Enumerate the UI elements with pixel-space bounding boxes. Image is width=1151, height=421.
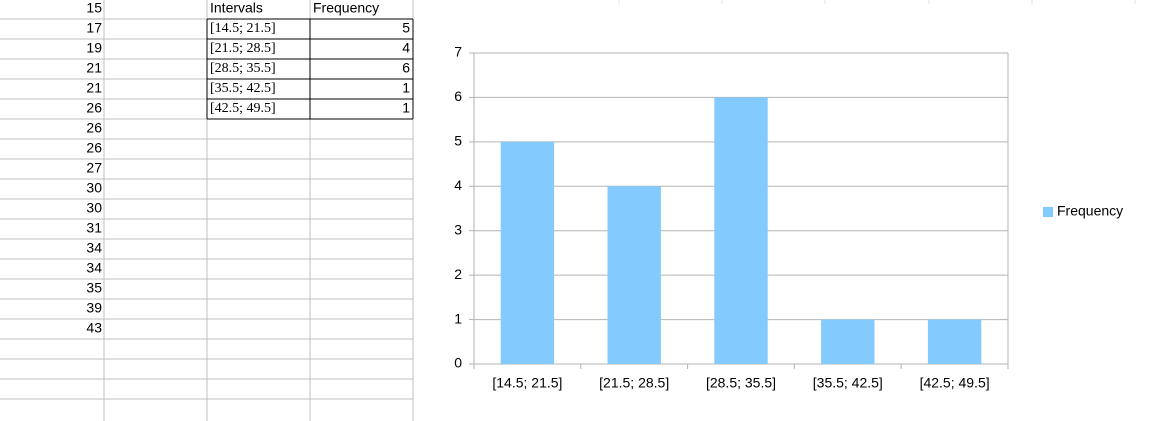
header-cell: Intervals bbox=[210, 0, 263, 16]
cell: 34 bbox=[86, 260, 102, 276]
legend-swatch bbox=[1043, 207, 1053, 217]
bar bbox=[607, 186, 661, 364]
bar bbox=[821, 319, 875, 364]
cell: 6 bbox=[402, 60, 410, 76]
cell: [14.5; 21.5] bbox=[210, 21, 276, 36]
y-tick-label: 1 bbox=[454, 310, 462, 326]
y-tick-label: 4 bbox=[454, 177, 462, 193]
x-tick-label: [28.5; 35.5] bbox=[706, 375, 776, 391]
cell: 30 bbox=[86, 180, 102, 196]
cell: 39 bbox=[86, 300, 102, 316]
x-tick-label: [42.5; 49.5] bbox=[920, 375, 990, 391]
y-tick-label: 6 bbox=[454, 88, 462, 104]
cell: 43 bbox=[86, 320, 102, 336]
cell: 19 bbox=[86, 40, 102, 56]
cell: [21.5; 28.5] bbox=[210, 41, 276, 56]
cell: [35.5; 42.5] bbox=[210, 81, 276, 96]
cell: 17 bbox=[86, 20, 102, 36]
y-tick-label: 3 bbox=[454, 221, 462, 237]
cell: 34 bbox=[86, 240, 102, 256]
cell: 21 bbox=[86, 80, 102, 96]
cell: [28.5; 35.5] bbox=[210, 61, 276, 76]
cell: 21 bbox=[86, 60, 102, 76]
cell: 35 bbox=[86, 280, 102, 296]
cell: 4 bbox=[402, 40, 410, 56]
cell: 5 bbox=[402, 20, 410, 36]
y-tick-label: 7 bbox=[454, 44, 462, 60]
bar bbox=[714, 97, 768, 364]
cell: 31 bbox=[86, 220, 102, 236]
legend-label: Frequency bbox=[1057, 203, 1123, 219]
x-tick-label: [21.5; 28.5] bbox=[599, 375, 669, 391]
cell: 1 bbox=[402, 80, 410, 96]
cell: 26 bbox=[86, 100, 102, 116]
header-cell: Frequency bbox=[313, 0, 379, 16]
x-tick-label: [35.5; 42.5] bbox=[813, 375, 883, 391]
y-tick-label: 0 bbox=[454, 355, 462, 371]
cell: 27 bbox=[86, 160, 102, 176]
cell: 30 bbox=[86, 200, 102, 216]
bar bbox=[500, 141, 555, 364]
y-tick-label: 2 bbox=[454, 266, 462, 282]
cell: 1 bbox=[402, 100, 410, 116]
cell: 26 bbox=[86, 140, 102, 156]
cell: 15 bbox=[86, 0, 102, 16]
bar bbox=[927, 319, 982, 364]
x-tick-label: [14.5; 21.5] bbox=[492, 375, 562, 391]
cell: [42.5; 49.5] bbox=[210, 101, 276, 116]
y-tick-label: 5 bbox=[454, 133, 462, 149]
cell: 26 bbox=[86, 120, 102, 136]
